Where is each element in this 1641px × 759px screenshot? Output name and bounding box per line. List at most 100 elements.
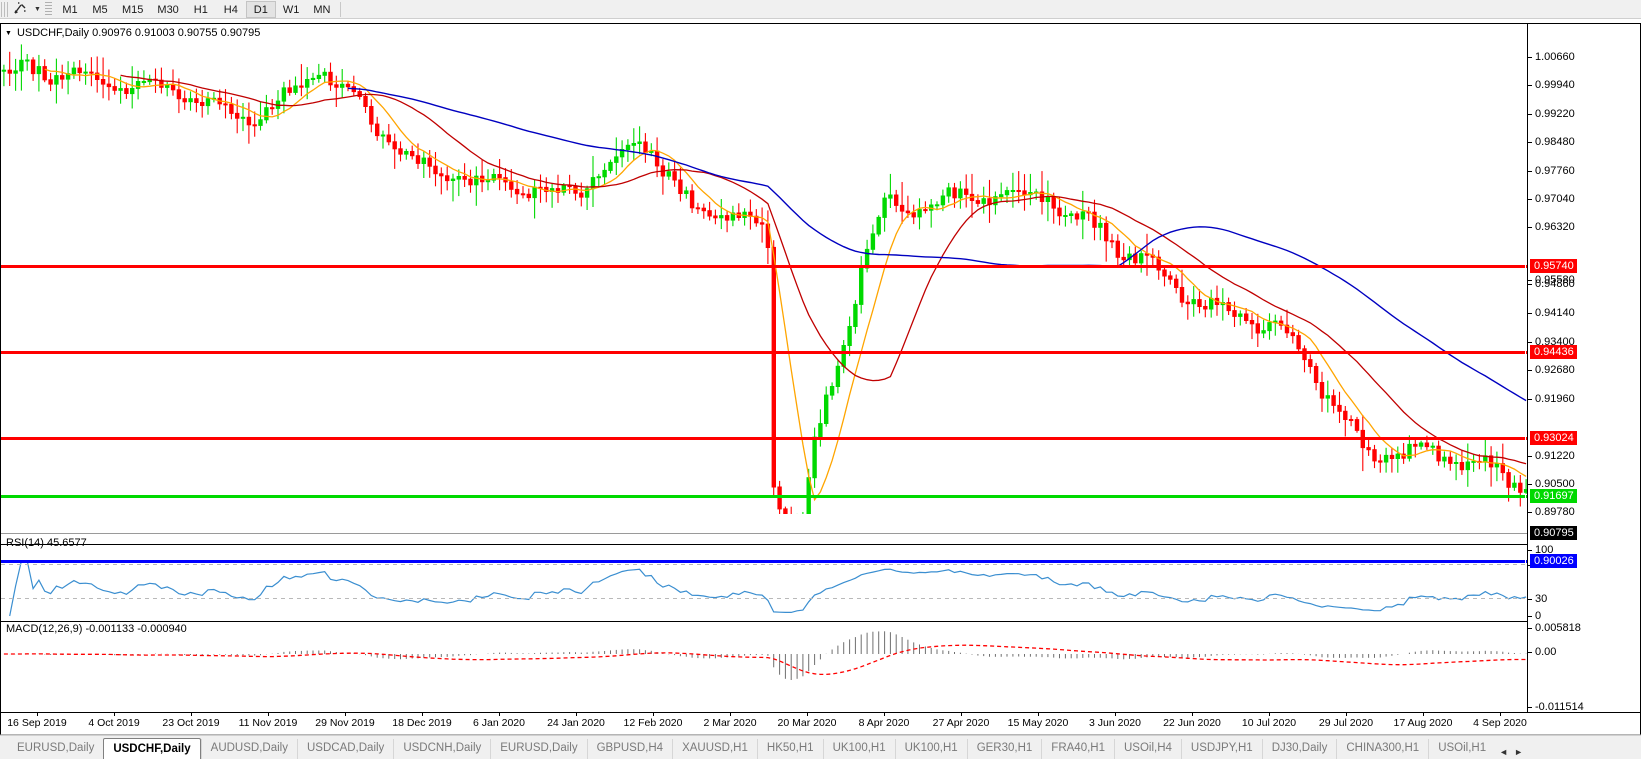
support-line-90026[interactable] <box>1 559 1530 564</box>
price-label-0-95740[interactable]: 0.95740 <box>1530 259 1577 273</box>
chart-tab-hk50-h1[interactable]: HK50,H1 <box>756 739 823 759</box>
chart-tab-eurusd-daily[interactable]: EURUSD,Daily <box>490 739 586 759</box>
chart-tab-usdcnh-daily[interactable]: USDCNH,Daily <box>393 739 490 759</box>
time-tick-4-sep-2020: 4 Sep 2020 <box>1473 717 1527 729</box>
time-mark <box>1423 713 1424 716</box>
price-pane[interactable] <box>1 24 1640 712</box>
chart-tab-china300-h1[interactable]: CHINA300,H1 <box>1336 739 1428 759</box>
price-tick-0-98480: 0.98480 <box>1528 136 1575 148</box>
chart-tab-eurusd-daily[interactable]: EURUSD,Daily <box>17 742 95 754</box>
time-mark <box>499 713 500 716</box>
rsi-level-30 <box>1 598 1529 599</box>
rsi-tick-0: 0 <box>1528 610 1541 622</box>
time-mark <box>1038 713 1039 716</box>
price-tick-0-97760: 0.97760 <box>1528 165 1575 177</box>
time-mark <box>1192 713 1193 716</box>
time-tick-22-jun-2020: 22 Jun 2020 <box>1163 717 1221 729</box>
price-scale[interactable]: 1.00660 0.99940 0.99220 0.98480 0.97760 0.970… <box>1527 24 1640 713</box>
rsi-tick-30: 30 <box>1528 593 1547 605</box>
time-mark <box>653 713 654 716</box>
time-mark <box>1269 713 1270 716</box>
chart-tab-xauusd-h1[interactable]: XAUUSD,H1 <box>672 739 757 759</box>
toolbar-drag-handle[interactable] <box>1 1 9 17</box>
price-label-0-93024[interactable]: 0.93024 <box>1530 431 1577 445</box>
timeframe-h1[interactable]: H1 <box>193 3 208 16</box>
price-tick-0-94140: 0.94140 <box>1528 307 1575 319</box>
chart-tab-usdcad-daily[interactable]: USDCAD,Daily <box>296 739 393 759</box>
tab-nav-controls: ◄ ► <box>1499 747 1523 759</box>
time-mark <box>884 713 885 716</box>
time-tick-16-sep-2019: 16 Sep 2019 <box>7 717 67 729</box>
chevron-down-icon[interactable]: ▼ <box>34 5 41 13</box>
price-label-0-90795[interactable]: 0.90795 <box>1530 526 1577 540</box>
time-mark <box>961 713 962 716</box>
rsi-pane-divider[interactable] <box>1 544 1640 545</box>
tab-scroll-next-icon[interactable]: ► <box>1514 747 1523 757</box>
rsi-pane[interactable] <box>1 545 1529 620</box>
chart-tab-gbpusd-h4[interactable]: GBPUSD,H4 <box>586 739 672 759</box>
time-tick-17-aug-2020: 17 Aug 2020 <box>1393 717 1453 729</box>
chart-tab-usoil-h1[interactable]: USOil,H1 <box>1428 739 1495 759</box>
price-tick-0-99940: 0.99940 <box>1528 79 1575 91</box>
price-tick-0-89780: 0.89780 <box>1528 506 1575 518</box>
price-tick-0-90500: 0.90500 <box>1528 478 1575 490</box>
macd-pane[interactable] <box>1 622 1529 712</box>
chart-tab-usdjpy-h1[interactable]: USDJPY,H1 <box>1180 739 1262 759</box>
price-tick-1-00660: 1.00660 <box>1528 51 1575 63</box>
chart-tab-usdchf-daily[interactable]: USDCHF,Daily <box>103 738 201 759</box>
tab-scroll-prev-icon[interactable]: ◄ <box>1499 747 1509 757</box>
timeframe-group: M1 M5 M15 M30 H1 H4 D1 W1 MN <box>55 0 344 18</box>
timeframe-w1[interactable]: W1 <box>282 3 300 16</box>
chart-tab-dj30-daily[interactable]: DJ30,Daily <box>1261 739 1337 759</box>
bid-price-line <box>1 533 1529 534</box>
resistance-line-93024[interactable] <box>1 436 1530 441</box>
time-tick-27-apr-2020: 27 Apr 2020 <box>932 717 990 729</box>
chart-tab-bar: EURUSD,Daily USDCHF,Daily AUDUSD,Daily USDC… <box>0 735 1641 759</box>
time-mark <box>114 713 115 716</box>
time-tick-3-jun-2020: 3 Jun 2020 <box>1089 717 1141 729</box>
timeframe-h4[interactable]: H4 <box>223 3 238 16</box>
macd-tick-000: 0.00 <box>1528 646 1556 658</box>
price-tick-0-91220: 0.91220 <box>1528 450 1575 462</box>
resistance-line-94436[interactable] <box>1 350 1530 355</box>
cursor-crosshair-icon[interactable] <box>9 1 31 18</box>
macd-indicator-label: MACD(12,26,9) -0.001133 -0.000940 <box>6 623 187 635</box>
price-tick-0-97040: 0.97040 <box>1528 193 1575 205</box>
timeframe-m1[interactable]: M1 <box>62 3 78 16</box>
timeframe-m30[interactable]: M30 <box>157 3 179 16</box>
chart-frame[interactable]: ▼ USDCHF,Daily 0.90976 0.91003 0.90755 0… <box>0 23 1641 713</box>
candlestick-canvas <box>1 44 1529 514</box>
chart-tab-group: EURUSD,Daily USDCHF,Daily AUDUSD,Daily USDC… <box>8 738 1495 759</box>
chart-tab-uk100-h1[interactable]: UK100,H1 <box>894 739 967 759</box>
time-scale[interactable]: 16 Sep 2019 4 Oct 2019 23 Oct 2019 11 Nov 2… <box>0 713 1641 735</box>
time-tick-20-mar-2020: 20 Mar 2020 <box>777 717 837 729</box>
chart-tab-usoil-h4[interactable]: USOil,H4 <box>1113 739 1181 759</box>
chart-tab-uk100-h1[interactable]: UK100,H1 <box>822 739 895 759</box>
price-tick-0-92680: 0.92680 <box>1528 364 1575 376</box>
macd-pane-divider[interactable] <box>1 621 1640 622</box>
support-line-91697[interactable] <box>1 494 1530 499</box>
price-tick-0-96320: 0.96320 <box>1528 221 1575 233</box>
time-tick-10-jul-2020: 10 Jul 2020 <box>1241 717 1297 729</box>
chart-tab-fra40-h1[interactable]: FRA40,H1 <box>1041 739 1114 759</box>
timeframe-d1[interactable]: D1 <box>245 0 276 18</box>
time-mark <box>807 713 808 716</box>
timeframe-mn[interactable]: MN <box>313 3 331 16</box>
chart-tab-audusd-daily[interactable]: AUDUSD,Daily <box>200 739 297 759</box>
time-tick-4-oct-2019: 4 Oct 2019 <box>88 717 140 729</box>
timeframe-m5[interactable]: M5 <box>92 3 108 16</box>
symbol-ohlc-text: USDCHF,Daily 0.90976 0.91003 0.90755 0.9… <box>16 27 261 39</box>
price-label-0-90026[interactable]: 0.90026 <box>1530 554 1577 568</box>
timeframe-m15[interactable]: M15 <box>122 3 144 16</box>
timeframe-toolbar: ▼ M1 M5 M15 M30 H1 H4 D1 W1 MN <box>0 0 1641 19</box>
price-label-0-94436[interactable]: 0.94436 <box>1530 345 1577 359</box>
chart-tab-ger30-h1[interactable]: GER30,H1 <box>966 739 1042 759</box>
resistance-line-95740[interactable] <box>1 264 1530 269</box>
toolbar-section-handle[interactable] <box>45 1 52 17</box>
rsi-tick-100: 100 <box>1528 544 1553 556</box>
price-label-0-91697[interactable]: 0.91697 <box>1530 489 1577 503</box>
toolbar-divider <box>340 1 342 17</box>
chart-menu-caret-icon[interactable]: ▼ <box>5 29 12 37</box>
time-mark <box>422 713 423 716</box>
time-tick-12-feb-2020: 12 Feb 2020 <box>623 717 683 729</box>
